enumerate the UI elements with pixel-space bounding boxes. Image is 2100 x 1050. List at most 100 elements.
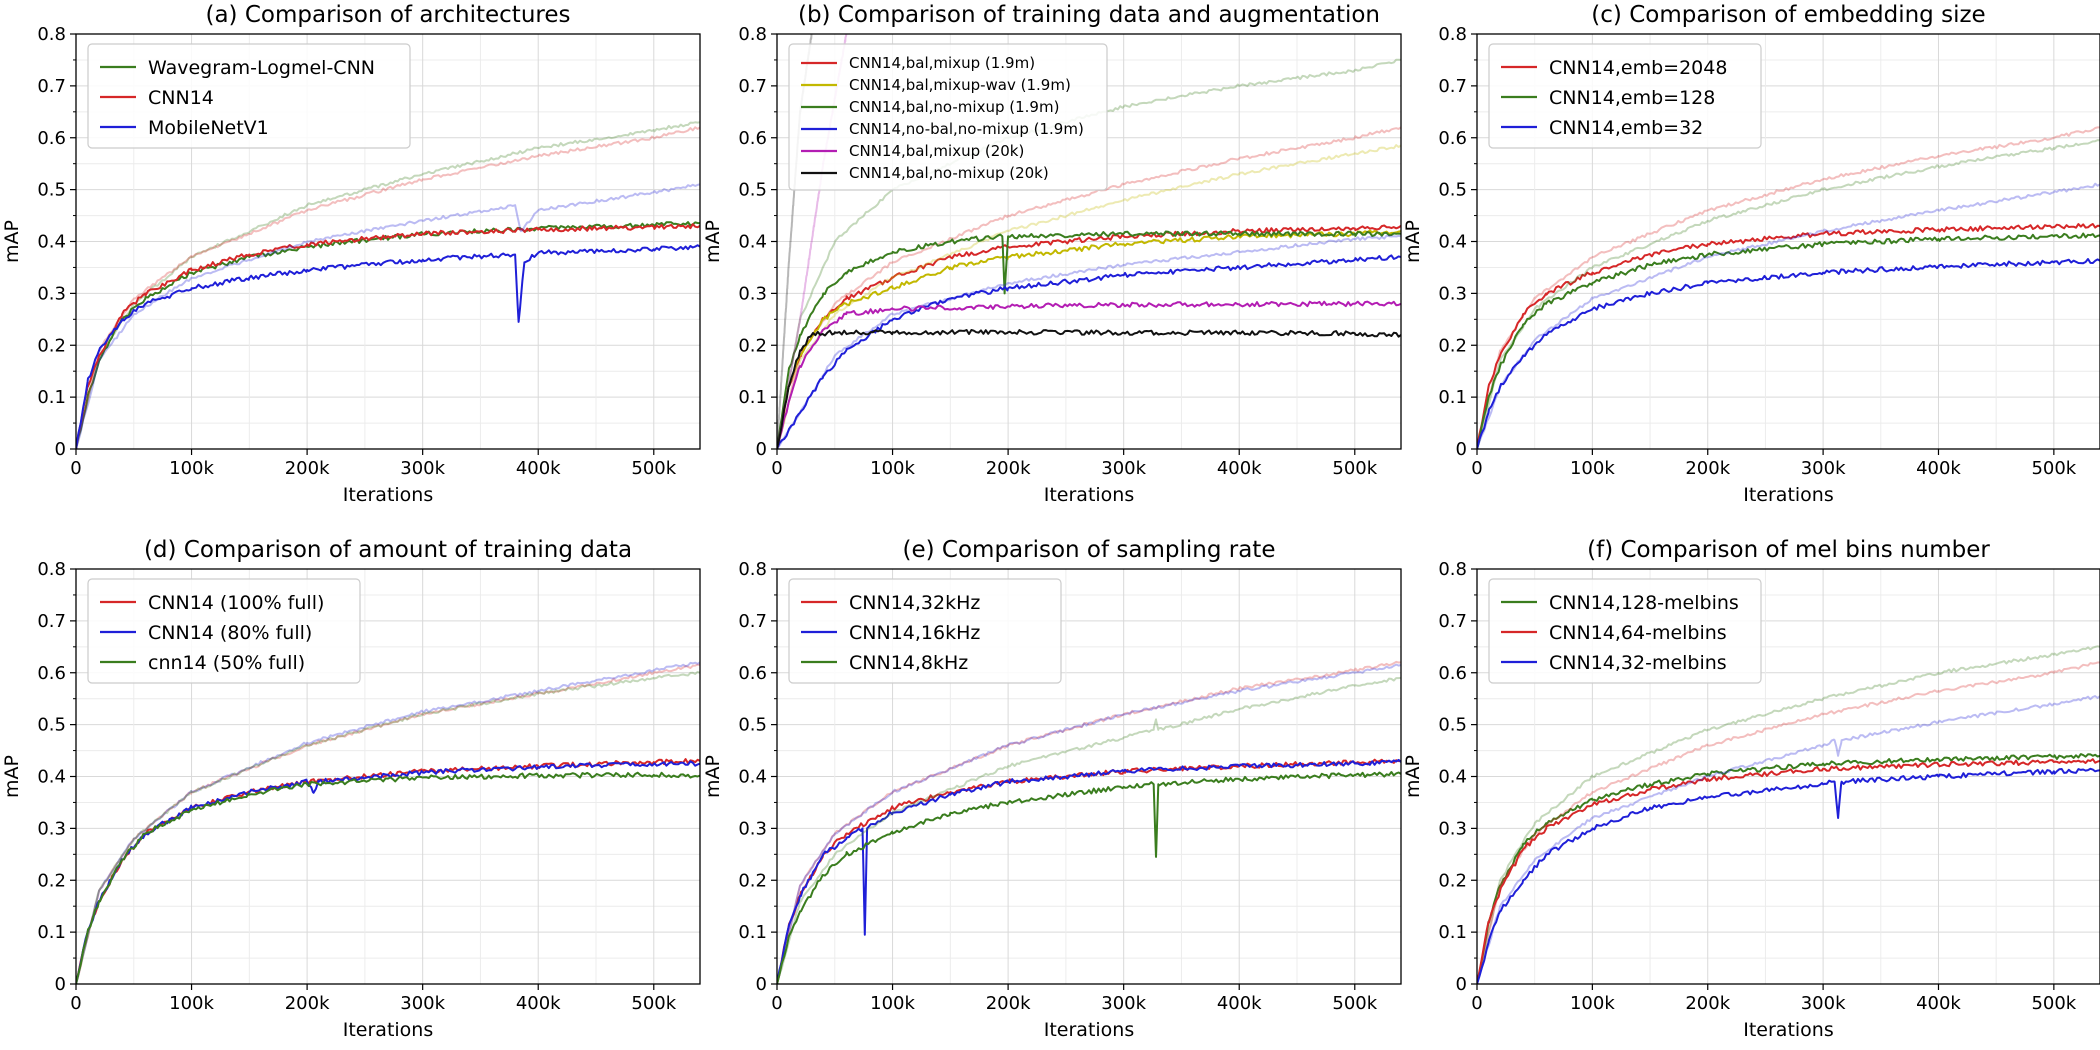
legend: CNN14,32kHz CNN14,16kHz CNN14,8kHz bbox=[788, 578, 1062, 684]
y-tick-label: 0.5 bbox=[1438, 180, 1467, 201]
legend-box bbox=[87, 43, 411, 149]
x-tick-label: 0 bbox=[1471, 993, 1482, 1014]
series-eval-line-2 bbox=[76, 244, 700, 449]
x-tick-label: 400k bbox=[516, 993, 561, 1014]
legend-box bbox=[788, 578, 1062, 684]
x-axis-label: Iterations bbox=[1044, 1019, 1135, 1041]
y-tick-label: 0 bbox=[1456, 974, 1467, 995]
panel-c: 0 0.1 0.2 0.3 0.4 0.5 0.6 0.7 0.8 0 100k 200k 300k 40… bbox=[1402, 2, 2100, 506]
legend-box bbox=[1488, 578, 1762, 684]
y-tick-label: 0.5 bbox=[37, 715, 66, 736]
x-tick-label: 300k bbox=[1101, 993, 1146, 1014]
x-axis-label: Iterations bbox=[343, 484, 434, 506]
y-tick-label: 0.2 bbox=[37, 870, 66, 891]
y-tick-label: 0.8 bbox=[738, 24, 767, 45]
y-tick-label: 0.5 bbox=[738, 715, 767, 736]
y-tick-label: 0 bbox=[756, 439, 767, 460]
y-tick-label: 0.5 bbox=[37, 180, 66, 201]
legend-label: CNN14,emb=32 bbox=[1549, 117, 1703, 139]
series-eval-line-1 bbox=[1477, 758, 2100, 984]
x-tick-label: 100k bbox=[1570, 993, 1615, 1014]
y-tick-label: 0.1 bbox=[738, 922, 767, 943]
x-tick-label: 100k bbox=[870, 993, 915, 1014]
series-train-line-0 bbox=[777, 126, 1401, 449]
series-train-line-1 bbox=[76, 126, 700, 449]
y-tick-label: 0.2 bbox=[1438, 335, 1467, 356]
x-tick-label: 100k bbox=[870, 458, 915, 479]
panel-e: 0 0.1 0.2 0.3 0.4 0.5 0.6 0.7 0.8 0 100k 200k 300k 40… bbox=[702, 537, 1402, 1041]
series-train-line-0 bbox=[1477, 645, 2100, 984]
x-tick-label: 400k bbox=[516, 458, 561, 479]
series-train-line-0 bbox=[777, 660, 1401, 984]
legend-label: CNN14 (80% full) bbox=[148, 622, 312, 644]
legend: CNN14 (100% full) CNN14 (80% full) cnn14 (… bbox=[87, 578, 361, 684]
series-group bbox=[76, 121, 700, 449]
legend-label: CNN14 bbox=[148, 87, 214, 109]
y-axis-label: mAP bbox=[1, 220, 23, 263]
x-tick-label: 400k bbox=[1217, 993, 1262, 1014]
y-tick-label: 0.6 bbox=[37, 128, 66, 149]
y-tick-label: 0.7 bbox=[1438, 76, 1467, 97]
legend-box bbox=[1488, 43, 1762, 149]
y-tick-label: 0.4 bbox=[738, 232, 767, 253]
series-eval-line-3 bbox=[777, 254, 1401, 449]
x-axis-label: Iterations bbox=[1743, 1019, 1834, 1041]
series-eval-line-1 bbox=[76, 760, 700, 984]
y-axis-label: mAP bbox=[1402, 755, 1424, 798]
x-axis-label: Iterations bbox=[1743, 484, 1834, 506]
y-tick-label: 0 bbox=[55, 439, 66, 460]
y-tick-label: 0.6 bbox=[738, 663, 767, 684]
y-tick-label: 0.8 bbox=[1438, 24, 1467, 45]
series-train-line-3 bbox=[777, 234, 1401, 449]
y-tick-label: 0.4 bbox=[738, 767, 767, 788]
x-tick-label: 0 bbox=[771, 993, 782, 1014]
legend-label: CNN14,8kHz bbox=[849, 652, 968, 674]
legend-label: CNN14,bal,no-mixup (1.9m) bbox=[849, 98, 1059, 116]
legend-label: CNN14,32-melbins bbox=[1549, 652, 1727, 674]
x-tick-label: 200k bbox=[285, 458, 330, 479]
y-tick-label: 0.8 bbox=[37, 24, 66, 45]
y-tick-label: 0.1 bbox=[1438, 922, 1467, 943]
panel-f: 0 0.1 0.2 0.3 0.4 0.5 0.6 0.7 0.8 0 100k 200k 300k 40… bbox=[1402, 537, 2100, 1041]
series-eval-line-2 bbox=[1477, 767, 2100, 984]
y-tick-label: 0.6 bbox=[738, 128, 767, 149]
x-tick-label: 300k bbox=[400, 993, 445, 1014]
x-tick-label: 500k bbox=[631, 993, 676, 1014]
y-tick-label: 0.4 bbox=[37, 767, 66, 788]
chart-title: (e) Comparison of sampling rate bbox=[903, 537, 1276, 563]
chart-title: (d) Comparison of amount of training dat… bbox=[144, 537, 632, 563]
y-tick-label: 0.2 bbox=[738, 335, 767, 356]
legend-label: CNN14,16kHz bbox=[849, 622, 980, 644]
series-group bbox=[76, 661, 700, 984]
chart-title: (f) Comparison of mel bins number bbox=[1587, 537, 1990, 563]
series-eval-line-0 bbox=[1477, 753, 2100, 984]
legend: CNN14,emb=2048 CNN14,emb=128 CNN14,emb=32 bbox=[1488, 43, 1762, 149]
chart-title: (c) Comparison of embedding size bbox=[1591, 2, 1985, 28]
series-train-line-1 bbox=[777, 144, 1401, 449]
y-tick-label: 0.7 bbox=[738, 611, 767, 632]
y-tick-label: 0.1 bbox=[37, 922, 66, 943]
y-tick-label: 0.3 bbox=[738, 283, 767, 304]
series-eval-line-0 bbox=[76, 758, 700, 984]
y-tick-label: 0.3 bbox=[738, 818, 767, 839]
y-tick-label: 0.3 bbox=[37, 283, 66, 304]
panel-a: 0 0.1 0.2 0.3 0.4 0.5 0.6 0.7 0.8 0 100k 200k 300k 40… bbox=[1, 2, 701, 506]
legend-box bbox=[87, 578, 361, 684]
y-tick-label: 0.4 bbox=[1438, 232, 1467, 253]
x-tick-label: 100k bbox=[169, 993, 214, 1014]
y-tick-label: 0.4 bbox=[1438, 767, 1467, 788]
legend-label: CNN14,32kHz bbox=[849, 592, 980, 614]
x-tick-label: 300k bbox=[1801, 993, 1846, 1014]
y-tick-label: 0.6 bbox=[1438, 128, 1467, 149]
series-train-line-0 bbox=[76, 663, 700, 984]
series-train-line-1 bbox=[777, 663, 1401, 984]
legend-label: Wavegram-Logmel-CNN bbox=[148, 57, 375, 79]
y-tick-label: 0.6 bbox=[1438, 663, 1467, 684]
x-tick-label: 0 bbox=[70, 458, 81, 479]
y-tick-label: 0.8 bbox=[738, 559, 767, 580]
x-tick-label: 200k bbox=[1685, 458, 1730, 479]
x-tick-label: 400k bbox=[1916, 458, 1961, 479]
series-eval-line-5 bbox=[777, 329, 1401, 449]
legend-label: CNN14 (100% full) bbox=[148, 592, 324, 614]
y-axis-label: mAP bbox=[702, 755, 724, 798]
